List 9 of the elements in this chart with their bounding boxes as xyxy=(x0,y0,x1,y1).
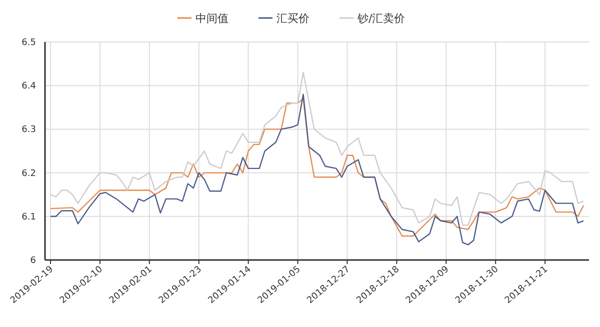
y-tick-label: 6.1 xyxy=(22,212,36,222)
legend-label: 钞/汇卖价 xyxy=(356,12,406,25)
legend-label: 中间值 xyxy=(196,12,228,25)
legend-label: 汇买价 xyxy=(276,12,310,25)
y-tick-label: 6.3 xyxy=(22,125,36,136)
y-tick-label: 6.2 xyxy=(22,168,36,179)
y-tick-label: 6.5 xyxy=(22,38,36,48)
y-tick-label: 6.4 xyxy=(22,82,36,92)
y-tick-label: 6 xyxy=(30,256,36,266)
